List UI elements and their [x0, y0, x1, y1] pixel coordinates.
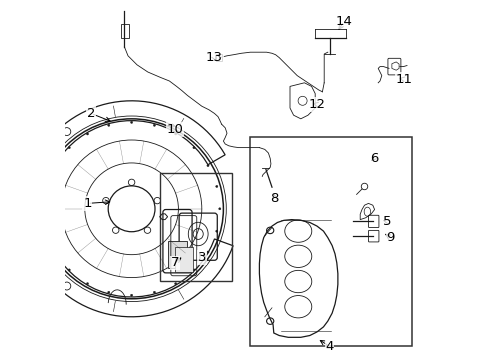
Ellipse shape	[130, 294, 133, 296]
Text: 5: 5	[383, 215, 392, 228]
Ellipse shape	[193, 269, 195, 271]
Ellipse shape	[54, 251, 56, 253]
Ellipse shape	[219, 208, 221, 210]
Ellipse shape	[108, 124, 110, 126]
Ellipse shape	[68, 147, 70, 149]
Text: 7: 7	[171, 256, 179, 269]
Ellipse shape	[207, 165, 209, 167]
Bar	[168, 241, 187, 268]
Ellipse shape	[153, 124, 155, 126]
Text: 4: 4	[325, 340, 334, 353]
Text: 6: 6	[369, 152, 378, 165]
Ellipse shape	[130, 121, 133, 123]
Ellipse shape	[54, 165, 56, 167]
Ellipse shape	[193, 147, 195, 149]
Text: 12: 12	[309, 98, 325, 111]
Ellipse shape	[153, 291, 155, 293]
Ellipse shape	[42, 208, 45, 210]
Text: 8: 8	[270, 192, 279, 204]
Text: 14: 14	[336, 15, 352, 28]
Ellipse shape	[46, 230, 48, 232]
Ellipse shape	[86, 133, 89, 135]
Text: 10: 10	[167, 123, 183, 136]
Ellipse shape	[207, 251, 209, 253]
Text: 11: 11	[395, 73, 413, 86]
Ellipse shape	[174, 283, 177, 285]
Ellipse shape	[108, 291, 110, 293]
Text: 1: 1	[83, 197, 92, 210]
Ellipse shape	[68, 269, 70, 271]
Ellipse shape	[174, 133, 177, 135]
Text: 3: 3	[197, 251, 206, 264]
Ellipse shape	[86, 283, 89, 285]
Text: 2: 2	[87, 107, 95, 120]
Ellipse shape	[216, 230, 218, 232]
Ellipse shape	[46, 185, 48, 188]
Bar	[216, 54, 221, 61]
Bar	[250, 137, 413, 346]
Text: 9: 9	[387, 231, 395, 244]
Bar	[175, 247, 193, 272]
Bar	[160, 173, 232, 281]
Ellipse shape	[216, 185, 218, 188]
Text: 13: 13	[206, 51, 223, 64]
Bar	[121, 24, 129, 38]
